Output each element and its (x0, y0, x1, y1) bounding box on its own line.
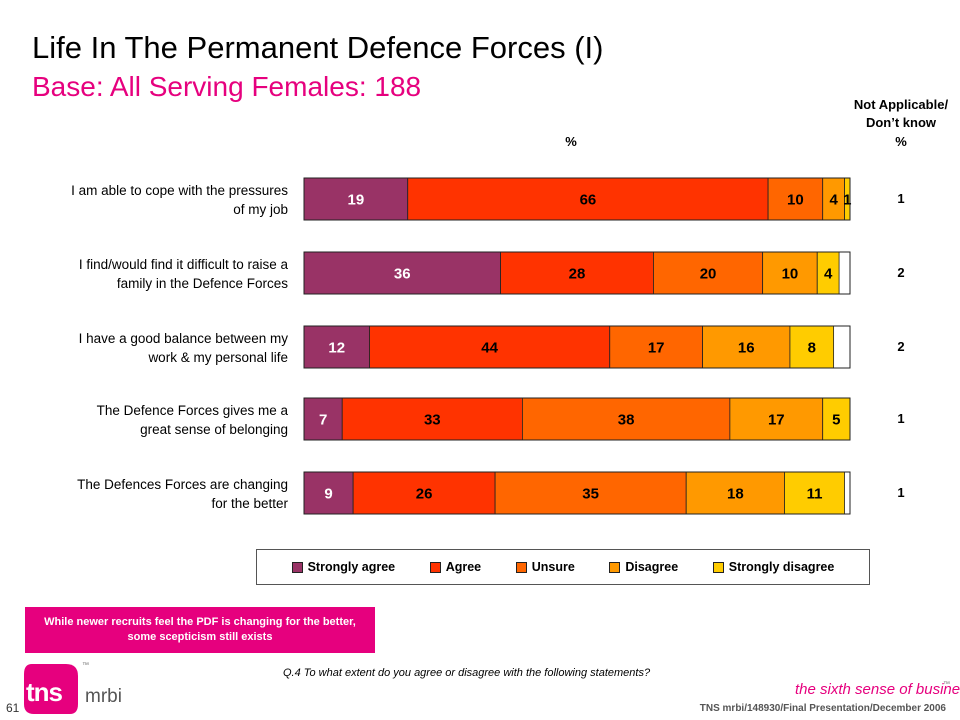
legend-item: Agree (429, 560, 482, 574)
bar-segment (341, 397, 523, 441)
logo-trademark: ™ (82, 662, 89, 669)
slide-subtitle: Base: All Serving Females: 188 (32, 71, 422, 102)
bar-segment (303, 251, 501, 295)
not-applicable-header: Not Applicable/ Don’t know (822, 96, 960, 132)
percent-header: % (565, 134, 577, 149)
na-header-pct: % (895, 134, 907, 149)
bar-value-label: 28 (569, 266, 586, 283)
bar-segment (494, 471, 687, 515)
bar-value-label: 38 (618, 412, 635, 429)
bar-value-label: 10 (787, 192, 804, 209)
bar-value-label: 20 (700, 266, 717, 283)
bar-value-label: 66 (580, 192, 597, 209)
stacked-bar-chart: 19 66 10 4 136 28 20 10 412 44 17 16 87 33 38 17 59 26 35 1… (303, 177, 851, 515)
bar-value-label: 17 (768, 412, 785, 429)
bar-value-label: 35 (582, 486, 599, 503)
row-label-line: family in the Defence Forces (116, 276, 288, 291)
legend-label: Agree (445, 560, 482, 574)
na-value: 1 (897, 485, 905, 500)
na-header-line1: Not Applicable/ (853, 97, 949, 112)
bar-value-label: 33 (424, 412, 441, 429)
bar-value-label: 18 (727, 486, 744, 503)
row-label-line: for the better (211, 496, 288, 511)
legend-swatch (291, 561, 303, 573)
bar-value-label: 10 (782, 266, 799, 283)
question-text: Q.4 To what extent do you agree or disag… (283, 667, 651, 679)
bar-value-label: 5 (832, 412, 840, 429)
bar-value-label: 44 (481, 340, 498, 357)
row-label-line: I have a good balance between my (78, 331, 288, 346)
row-label: I am able to cope with the pressures of m… (20, 181, 288, 219)
slide-title: Life In The Permanent Defence Forces (I) (32, 30, 604, 65)
row-label: The Defence Forces gives me a great sense… (20, 401, 288, 439)
bar-outline (303, 251, 851, 295)
na-header-line2: Don’t know (865, 115, 937, 130)
logo-mrbi-text: mrbi (85, 686, 122, 707)
bar-value-label: 16 (738, 340, 755, 357)
bar-segment (369, 325, 611, 369)
logo-tns-text: tns (26, 677, 63, 707)
tagline-trademark: ™ (943, 681, 950, 688)
bar-segment (784, 471, 845, 515)
bar-segment (609, 325, 703, 369)
bar-value-label: 8 (808, 340, 816, 357)
legend-label: Unsure (531, 560, 575, 574)
na-value: 2 (897, 339, 905, 354)
legend-label: Strongly agree (307, 560, 396, 574)
row-label-line: work & my personal life (148, 350, 288, 365)
bar-segment (500, 251, 654, 295)
legend-swatch (609, 561, 621, 573)
row-label-line: great sense of belonging (140, 422, 288, 437)
row-label-line: I am able to cope with the pressures (71, 183, 288, 198)
row-label-line: The Defences Forces are changing (77, 477, 288, 492)
legend-swatch (515, 561, 527, 573)
tns-logo-icon (24, 664, 78, 714)
legend-item: Strongly disagree (712, 560, 835, 574)
legend-item: Disagree (609, 560, 678, 574)
row-label-line: of my job (233, 202, 288, 217)
bar-value-label: 11 (807, 486, 823, 503)
tagline: the sixth sense of business (795, 681, 960, 698)
na-value: 1 (897, 411, 905, 426)
row-label-line: The Defence Forces gives me a (96, 403, 288, 418)
legend-item: Strongly agree (291, 560, 396, 574)
bar-outline (303, 471, 851, 515)
row-label: The Defences Forces are changing for the … (20, 475, 288, 513)
bar-value-label: 4 (829, 192, 838, 209)
bar-value-label: 12 (328, 340, 345, 357)
legend-swatch (429, 561, 441, 573)
bar-segment (789, 325, 835, 369)
bar-value-label: 9 (324, 486, 332, 503)
row-label: I have a good balance between my work & m… (20, 329, 288, 367)
row-label-line: I find/would find it difficult to raise … (78, 257, 288, 272)
bar-segment (702, 325, 791, 369)
bar-value-label: 36 (394, 266, 411, 283)
bar-outline (303, 325, 851, 369)
bar-value-label: 26 (416, 486, 433, 503)
footer-text: TNS mrbi/148930/Final Presentation/Decem… (699, 703, 946, 714)
callout-box: While newer recruits feel the PDF is cha… (25, 607, 375, 653)
legend-label: Strongly disagree (728, 560, 835, 574)
row-label: I find/would find it difficult to raise … (20, 255, 288, 293)
na-value: 2 (897, 265, 905, 280)
legend-swatch (712, 561, 724, 573)
bar-value-label: 17 (648, 340, 665, 357)
page-number: 61 (6, 701, 20, 715)
bar-value-label: 7 (319, 412, 327, 429)
legend-item: Unsure (515, 560, 575, 574)
na-value: 1 (897, 191, 905, 206)
bar-outline (303, 177, 851, 221)
bar-value-label: 4 (824, 266, 833, 283)
bar-value-label: 1 (843, 192, 851, 209)
bar-outline (303, 397, 851, 441)
bar-segment (303, 177, 409, 221)
bar-value-label: 19 (348, 192, 365, 209)
chart-legend: Strongly agree Agree Unsure Disagree Strongl… (256, 549, 870, 585)
legend-label: Disagree (625, 560, 679, 574)
